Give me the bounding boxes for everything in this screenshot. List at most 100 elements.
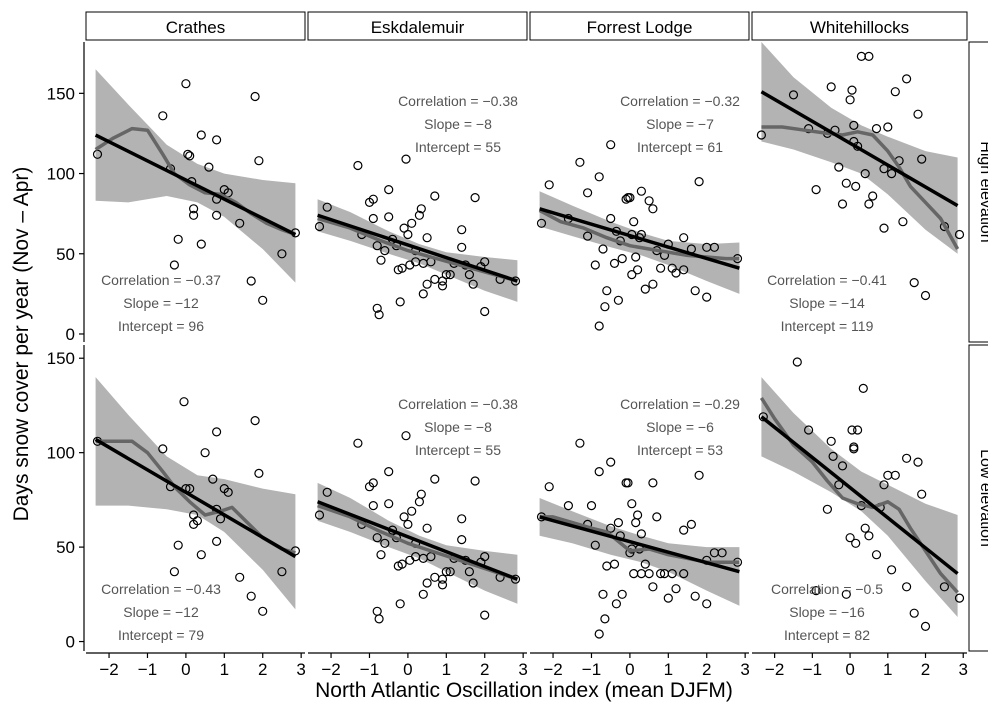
panel-eskdalemuir-low-elevation: Correlation = −0.38 Slope = −8 Intercept =… [314,396,521,624]
data-point [590,260,600,270]
data-point [631,517,641,528]
panel-background [530,345,749,651]
data-point [594,467,604,477]
data-point [602,561,612,571]
data-point [858,383,868,393]
facet-strip-forrest-lodge [529,11,750,41]
data-point [414,210,424,220]
data-point [169,260,179,270]
data-point [679,233,689,243]
data-point [939,582,950,592]
data-point [594,321,604,331]
data-point [189,204,199,214]
data-point [856,51,867,62]
data-point [457,242,467,252]
data-point [422,279,432,289]
x-tick-label: 2 [921,660,930,679]
data-point [586,501,597,511]
data-point [470,476,480,486]
data-point [181,79,191,89]
panel-plot-area-eskdalemuir-low-elevation [314,431,521,624]
data-point [196,239,206,249]
data-point [758,412,768,422]
data-point [468,578,478,588]
data-point [837,199,848,209]
data-point [536,218,547,228]
data-point [920,621,931,632]
y-tick-label: 0 [66,325,75,344]
slope-annotation: Slope = −14 [789,295,865,311]
data-point [376,550,386,560]
data-point [617,254,627,264]
data-point [890,87,900,97]
data-point [480,551,490,562]
panel-crathes-high-elevation: Correlation = −0.37 Slope = −12 Intercept … [92,69,300,334]
data-point [395,599,405,609]
intercept-annotation: Intercept = 61 [637,139,723,155]
data-point [611,599,622,609]
data-point [422,523,432,533]
data-point [258,295,268,305]
panel-plot-area-crathes-high-elevation [92,69,300,305]
x-tick-label: −2 [765,660,784,679]
panel-whitehillocks-high-elevation: Correlation = −0.41 Slope = −14 Intercept … [756,42,965,334]
data-point [223,487,233,497]
facet-strip-whitehillocks [751,11,968,41]
data-point [372,303,382,313]
data-point [901,74,912,84]
slope-annotation: Slope = −8 [424,116,492,132]
data-point [544,482,554,492]
data-point [644,196,654,206]
data-point [277,249,287,259]
y-tick-label: 50 [56,245,75,264]
data-point [399,512,409,522]
data-point [246,276,256,286]
x-tick-label: −2 [99,660,118,679]
data-point [841,178,851,188]
data-point [374,614,384,624]
panel-layer: Correlation = −0.37 Slope = −12 Intercept … [92,42,965,651]
data-point [405,555,415,565]
facet-strip-eskdalemuir [307,11,528,41]
data-point [606,523,616,533]
data-point [457,225,467,235]
data-point [694,177,704,187]
data-point [594,172,604,182]
data-point [368,501,378,511]
data-point [430,274,440,284]
data-point [437,281,448,291]
data-point [169,567,179,577]
confidence-band [95,69,296,283]
data-point [792,357,802,367]
data-point [613,517,624,528]
correlation-annotation: Correlation = −0.38 [398,396,518,412]
data-point [575,438,585,448]
data-point [480,306,490,317]
data-point [883,470,893,480]
data-point [353,160,363,171]
x-axis-title: North Atlantic Oscillation index (mean D… [315,679,733,702]
data-point [173,234,183,244]
data-point [480,257,490,267]
data-point [849,444,859,454]
regression-line [539,207,740,270]
panel-eskdalemuir-high-elevation: Correlation = −0.38 Slope = −8 Intercept =… [314,93,521,320]
data-point [430,474,440,484]
intercept-annotation: Intercept = 119 [781,318,874,334]
data-point [690,286,700,296]
data-point [372,533,382,543]
data-point [623,478,633,488]
data-point [709,242,720,252]
data-point [185,151,195,161]
intercept-annotation: Intercept = 53 [637,442,723,458]
data-point [636,186,647,196]
data-point [445,270,455,280]
data-point [422,233,432,243]
data-point [883,122,893,132]
data-point [464,567,474,577]
data-point [204,162,214,172]
slope-annotation: Slope = −7 [646,116,714,132]
data-point [212,427,222,437]
data-point [632,265,643,275]
data-point [277,567,287,577]
